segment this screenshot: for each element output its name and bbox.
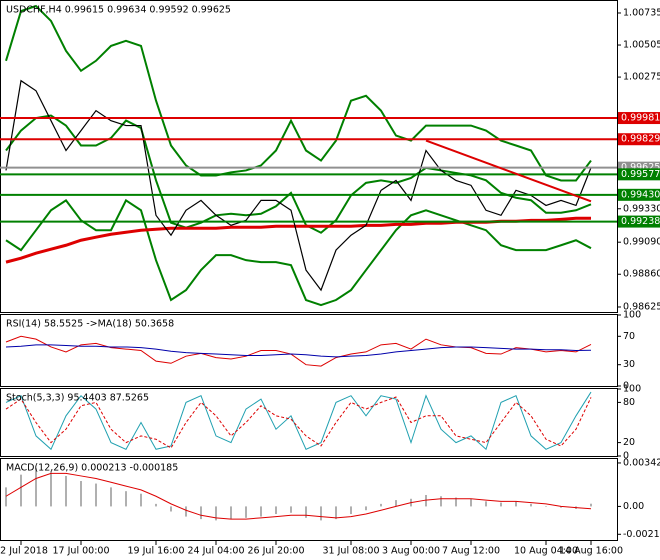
y-tick-label: 0.99090 (623, 237, 660, 248)
trend-line (425, 139, 592, 203)
y-tick-label: 20 (623, 437, 635, 448)
y-tick-label: 100 (623, 384, 641, 395)
series-line (5, 391, 592, 451)
histogram-bar (455, 497, 457, 507)
histogram-bar (500, 502, 502, 507)
panel-frame (0, 388, 618, 457)
series-line (5, 114, 592, 234)
histogram-bar (590, 503, 592, 507)
y-tick-label: 0.99330 (623, 203, 660, 214)
series-line (5, 79, 592, 292)
y-tick-label: 70 (623, 331, 635, 342)
histogram-bar (215, 506, 217, 521)
histogram-bar (20, 474, 22, 507)
series-line (5, 198, 592, 307)
y-tick-label: 0.00 (623, 501, 644, 512)
x-tick-label: 17 Jul 00:00 (53, 546, 110, 557)
panel-frame (0, 0, 618, 313)
level-label: 0.99238 (621, 216, 660, 227)
histogram-bar (425, 494, 427, 507)
y-tick-label: 80 (623, 397, 635, 408)
histogram-bar (335, 506, 337, 520)
histogram-bar (95, 483, 97, 507)
histogram-bar (140, 493, 142, 507)
histogram-bar (395, 500, 397, 507)
histogram-bar (275, 506, 277, 515)
histogram-bar (185, 506, 187, 517)
histogram-bar (170, 506, 172, 512)
y-tick-label: 0 (623, 451, 629, 462)
y-tick-label: -0.002195 (623, 529, 660, 540)
histogram-bar (260, 506, 262, 517)
histogram-bar (110, 487, 112, 507)
y-tick-label: 0.98625 (623, 301, 660, 312)
level-label: 0.99829 (621, 134, 660, 145)
y-tick-label: 0 (623, 381, 629, 392)
histogram-bar (80, 481, 82, 507)
histogram-bar (305, 506, 307, 518)
y-tick-label: 1.00275 (623, 72, 660, 83)
panel-title: USDCHF,H4 0.99615 0.99634 0.99592 0.9962… (6, 5, 231, 16)
histogram-bar (125, 491, 127, 507)
y-tick-label: 0.003423 (623, 457, 660, 468)
y-tick-label: 1.00505 (623, 40, 660, 51)
level-label: 0.99577 (621, 169, 660, 180)
x-tick-label: 24 Jul 04:00 (188, 546, 245, 557)
histogram-bar (35, 468, 37, 507)
x-tick-label: 10 Aug 04:00 (514, 546, 578, 557)
histogram-bar (320, 506, 322, 521)
level-tag (618, 215, 660, 228)
level-tag (618, 133, 660, 146)
level-label: 0.99981 (621, 113, 660, 124)
y-tick-label: 100 (623, 310, 641, 321)
level-tag (618, 168, 660, 181)
histogram-bar (65, 475, 67, 507)
series-line (5, 472, 592, 520)
panel-title: Stoch(5,3,3) 95.4403 87.5265 (6, 393, 149, 404)
level-tag (618, 112, 660, 125)
histogram-bar (515, 501, 517, 507)
histogram-bar (230, 506, 232, 520)
level-tag (618, 188, 660, 201)
histogram-bar (290, 506, 292, 513)
x-tick-label: 19 Jul 16:00 (128, 546, 185, 557)
level-label: 0.99625 (621, 162, 660, 173)
panel-frame (0, 314, 618, 387)
histogram-bar (545, 506, 547, 507)
histogram-bar (350, 506, 352, 515)
histogram-bar (245, 506, 247, 518)
series-line (5, 335, 592, 367)
series-line (5, 344, 592, 358)
histogram-bar (5, 487, 7, 507)
x-tick-label: 12 Jul 2018 (0, 546, 48, 557)
histogram-bar (440, 496, 442, 507)
panel-frame (0, 458, 618, 541)
histogram-bar (50, 470, 52, 507)
level-label: 0.99430 (621, 189, 660, 200)
y-tick-label: 30 (623, 359, 635, 370)
series-line (5, 396, 592, 449)
x-tick-label: 7 Aug 12:00 (442, 546, 500, 557)
histogram-bar (365, 506, 367, 511)
y-tick-label: 1.00735 (623, 7, 660, 18)
panel-title: RSI(14) 58.5525 ->MA(18) 50.3658 (6, 319, 174, 330)
panel-title: MACD(12,26,9) 0.000213 -0.000185 (6, 463, 178, 474)
histogram-bar (155, 503, 157, 507)
x-tick-label: 31 Jul 08:00 (323, 546, 380, 557)
y-tick-label: 0.98860 (623, 269, 660, 280)
series-line (5, 4, 592, 182)
histogram-bar (485, 501, 487, 507)
histogram-bar (200, 506, 202, 520)
histogram-bar (380, 503, 382, 507)
histogram-bar (530, 503, 532, 507)
x-tick-label: 3 Aug 00:00 (382, 546, 440, 557)
x-tick-label: 26 Jul 20:00 (248, 546, 305, 557)
histogram-bar (560, 506, 562, 508)
histogram-bar (470, 498, 472, 507)
x-tick-label: 14 Aug 16:00 (559, 546, 623, 557)
